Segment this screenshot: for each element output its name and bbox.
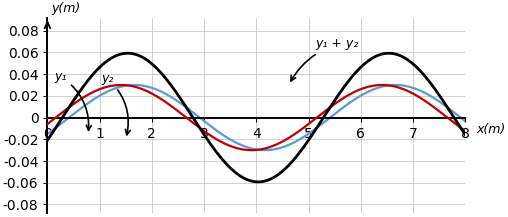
Text: y(m): y(m) <box>52 2 81 15</box>
Text: y₁ + y₂: y₁ + y₂ <box>291 37 359 81</box>
Text: y₁: y₁ <box>54 70 91 130</box>
Text: y₂: y₂ <box>101 72 130 135</box>
Text: x(m): x(m) <box>477 123 506 136</box>
